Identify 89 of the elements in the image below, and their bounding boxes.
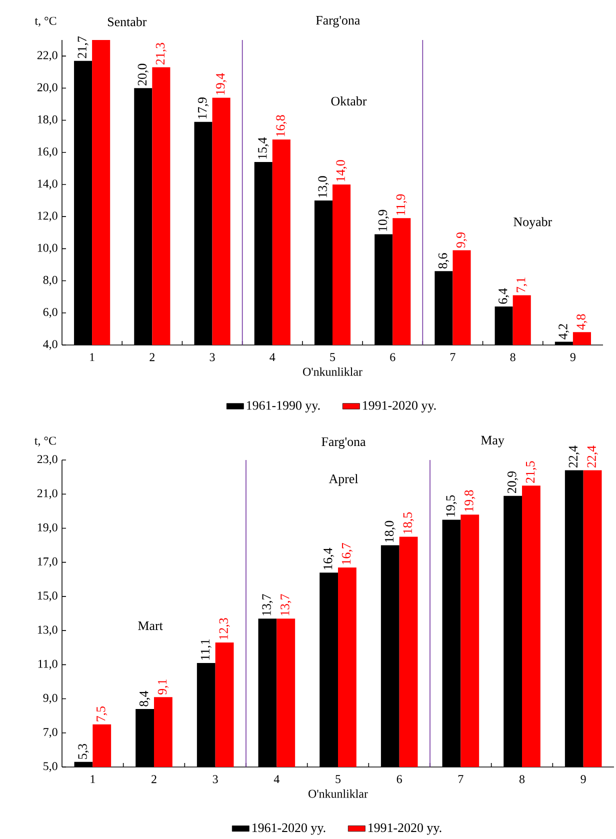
x-tick-label: 5 [336,775,341,784]
x-axis-title: O'nkunliklar [308,789,368,798]
x-tick-label: 2 [150,353,154,362]
data-label: 15,4 [258,137,269,159]
y-tick-label: 20,0 [37,83,58,94]
data-label: 8,6 [438,253,450,268]
data-label: 21,5 [526,461,536,483]
data-label: 13,7 [262,594,273,616]
legend-label: 1991-2020 yy. [368,823,442,835]
y-axis-title: t, °C [34,436,56,446]
data-label: 19,4 [216,73,227,94]
data-label: 11,1 [200,639,212,660]
data-label: 21,3 [156,42,166,65]
data-label: 14,0 [336,160,347,182]
y-tick-label: 17,0 [38,557,58,568]
y-tick-label: 9,0 [43,694,58,704]
x-tick-label: 4 [274,775,280,784]
data-label: 22,4 [587,446,598,468]
text: Farg'ona [316,16,360,28]
y-tick-label: 13,0 [38,626,58,636]
data-label: 4,8 [576,314,588,330]
data-label: 22,4 [568,446,580,468]
y-tick-label: 4,0 [43,340,58,350]
x-tick-label: 9 [580,775,586,784]
y-tick-label: 12,0 [38,212,58,222]
data-label: 8,4 [140,690,150,706]
data-label: 16,4 [324,548,334,570]
annotation: Mart [138,621,163,630]
data-label: 13,0 [318,176,329,198]
data-label: 18,5 [403,512,414,534]
y-tick-label: 23,0 [37,455,58,465]
data-label: 7,5 [96,706,108,722]
x-tick-label: 1 [90,775,95,784]
data-label: 9,9 [456,232,468,248]
data-label: 16,7 [342,542,352,564]
text: Sentabr [108,17,147,26]
data-label: 19,8 [464,490,476,512]
legend-label: 1961-1990 yy. [246,401,320,412]
legend-label: 1991-2020 yy. [363,401,436,412]
data-label: 4,2 [558,324,570,340]
x-tick-label: 7 [450,353,456,361]
annotation: Oktabr [331,96,367,106]
y-tick-label: 22,0 [37,51,58,61]
y-tick-label: 7,0 [44,728,58,738]
data-label: 16,8 [276,115,287,136]
data-label: 20,0 [138,64,148,86]
legend-label: 1961-2020 yy. [252,823,326,835]
data-label: 5,3 [78,744,89,759]
x-axis-title: O'nkunliklar [303,367,362,376]
data-label: 11,9 [396,194,407,215]
annotation: Noyabr [514,217,552,229]
data-label: 7,1 [516,278,528,292]
y-tick-label: 8,0 [43,276,58,286]
data-label: 9,1 [158,679,168,694]
x-tick-label: 2 [152,775,156,784]
y-tick-label: 18,0 [38,115,58,126]
y-tick-label: 10,0 [38,244,58,254]
x-tick-label: 3 [210,353,215,362]
x-tick-label: 5 [330,353,336,362]
data-label: 19,5 [446,495,457,516]
y-tick-label: 21,0 [37,489,58,500]
text: Farg'ona [322,437,366,449]
annotation: Aprel [328,474,358,486]
x-tick-label: 6 [390,353,396,362]
x-tick-label: 9 [570,353,576,362]
x-tick-label: 1 [90,353,94,362]
x-tick-label: 8 [519,775,525,784]
y-tick-label: 15,0 [38,592,58,602]
x-tick-label: 4 [270,353,276,362]
text: May [481,436,504,448]
y-tick-label: 5,0 [44,762,58,772]
data-label: 13,7 [280,594,292,616]
y-tick-label: 6,0 [43,308,58,318]
y-tick-label: 14,0 [38,180,58,190]
x-tick-label: 3 [212,775,218,784]
x-tick-label: 6 [396,775,402,784]
data-label: 21,7 [78,36,88,58]
data-label: 6,4 [498,288,510,304]
y-axis-title: t, °C [34,16,56,27]
y-tick-label: 16,0 [38,147,58,158]
y-tick-label: 19,0 [38,523,58,534]
data-label: 10,9 [378,210,389,231]
x-tick-label: 7 [458,775,464,783]
data-label: 18,0 [384,520,396,542]
data-label: 20,9 [508,471,518,494]
x-tick-label: 8 [510,353,516,362]
data-label: 17,9 [198,98,209,119]
data-label: 12,3 [219,618,230,640]
y-tick-label: 11,0 [38,660,58,670]
